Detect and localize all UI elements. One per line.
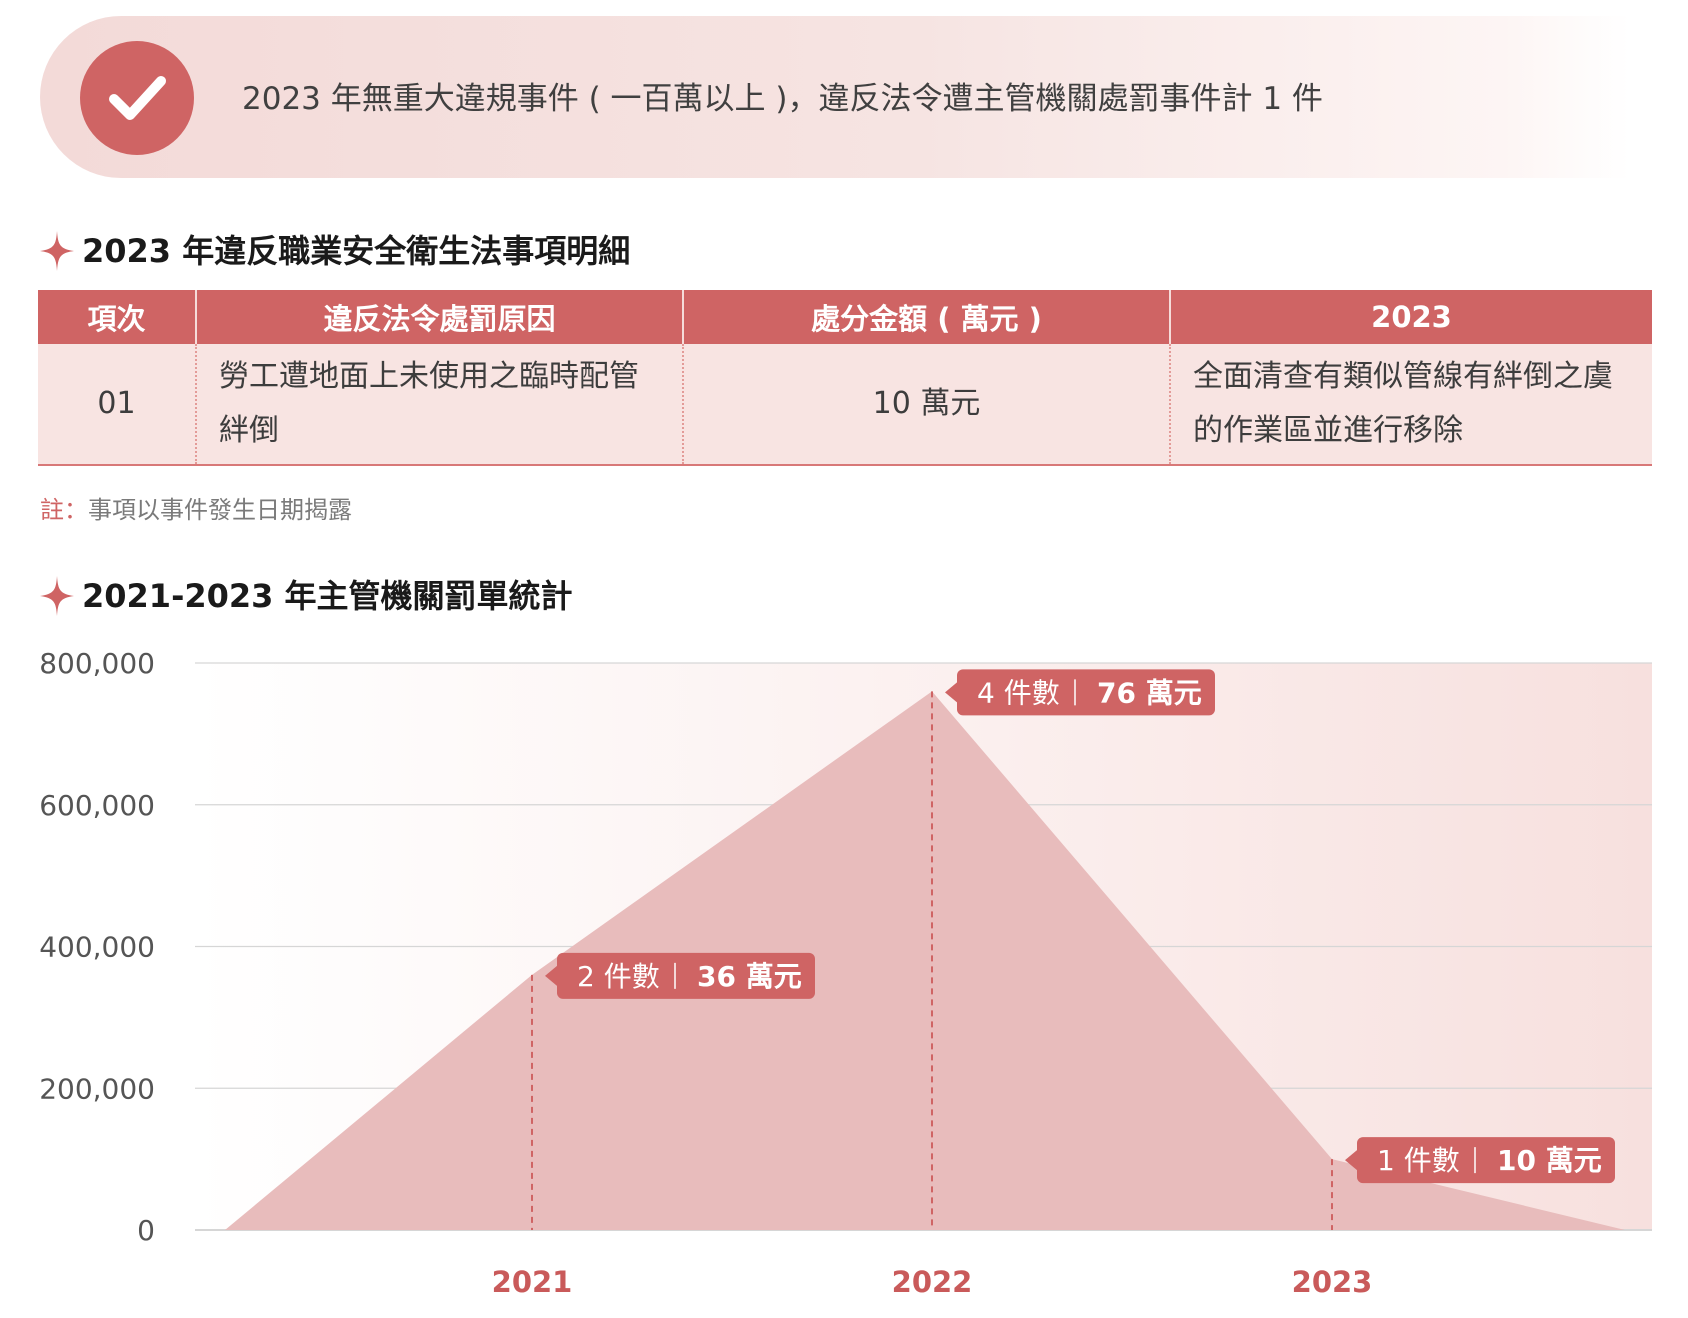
point-label-count: 1 件數 [1377, 1144, 1460, 1177]
x-tick-label: 2023 [1292, 1265, 1373, 1299]
section-title-text: 2021-2023 年主管機關罰單統計 [82, 577, 573, 615]
cell-reason: 勞工遭地面上未使用之臨時配管絆倒 [196, 344, 684, 466]
point-label-count: 4 件數 [977, 676, 1060, 709]
y-tick-label: 200,000 [39, 1072, 155, 1105]
section-title-text: 2023 年違反職業安全衛生法事項明細 [82, 232, 631, 270]
point-label-pointer [1345, 1150, 1357, 1171]
point-label-amount: 76 萬元 [1097, 676, 1202, 709]
summary-text: 2023 年無重大違規事件 ( 一百萬以上 )，違反法令遭主管機關處罰事件計 1… [242, 81, 1323, 117]
cell-amount: 10 萬元 [683, 344, 1171, 466]
y-tick-label: 600,000 [39, 789, 155, 822]
sparkle-icon [40, 231, 74, 271]
y-tick-label: 800,000 [39, 647, 155, 680]
point-label-amount: 10 萬元 [1497, 1144, 1602, 1177]
note-lead: 註： [40, 496, 88, 524]
y-tick-label: 0 [137, 1214, 155, 1247]
sparkle-icon [40, 576, 74, 616]
point-label-box [957, 669, 1215, 716]
summary-banner [40, 16, 1630, 178]
header-item: 項次 [38, 290, 197, 344]
note-text: 事項以事件發生日期揭露 [88, 496, 352, 524]
violation-table: 項次 違反法令處罰原因 處分金額 ( 萬元 ) 2023 01 勞工遭地面上未使… [38, 290, 1652, 466]
point-label-pointer [945, 682, 957, 703]
point-label-box [557, 952, 815, 999]
table-header-row: 項次 違反法令處罰原因 處分金額 ( 萬元 ) 2023 [38, 290, 1652, 344]
section-title-details: 2023 年違反職業安全衛生法事項明細 [40, 230, 630, 272]
y-tick-label: 400,000 [39, 931, 155, 964]
area-series [225, 691, 1625, 1230]
header-amount: 處分金額 ( 萬元 ) [683, 290, 1171, 344]
point-label-pointer [545, 965, 557, 986]
header-year: 2023 [1170, 290, 1652, 344]
point-label-box [1357, 1137, 1615, 1184]
cell-action: 全面清查有類似管線有絆倒之虞的作業區並進行移除 [1170, 344, 1652, 466]
cell-item: 01 [38, 344, 197, 466]
section-title-stats: 2021-2023 年主管機關罰單統計 [40, 575, 573, 617]
table-note: 註：事項以事件發生日期揭露 [40, 490, 352, 525]
point-label-count: 2 件數 [577, 960, 660, 993]
check-icon [80, 41, 194, 155]
header-reason: 違反法令處罰原因 [196, 290, 684, 344]
table-row: 01 勞工遭地面上未使用之臨時配管絆倒 10 萬元 全面清查有類似管線有絆倒之虞… [38, 344, 1652, 466]
x-tick-label: 2021 [492, 1265, 573, 1299]
point-label-amount: 36 萬元 [697, 960, 802, 993]
penalty-area-chart: 800,000 600,000 400,000 200,000 0 2 件數 36 萬元 4 … [39, 647, 1652, 1299]
x-tick-label: 2022 [892, 1265, 973, 1299]
